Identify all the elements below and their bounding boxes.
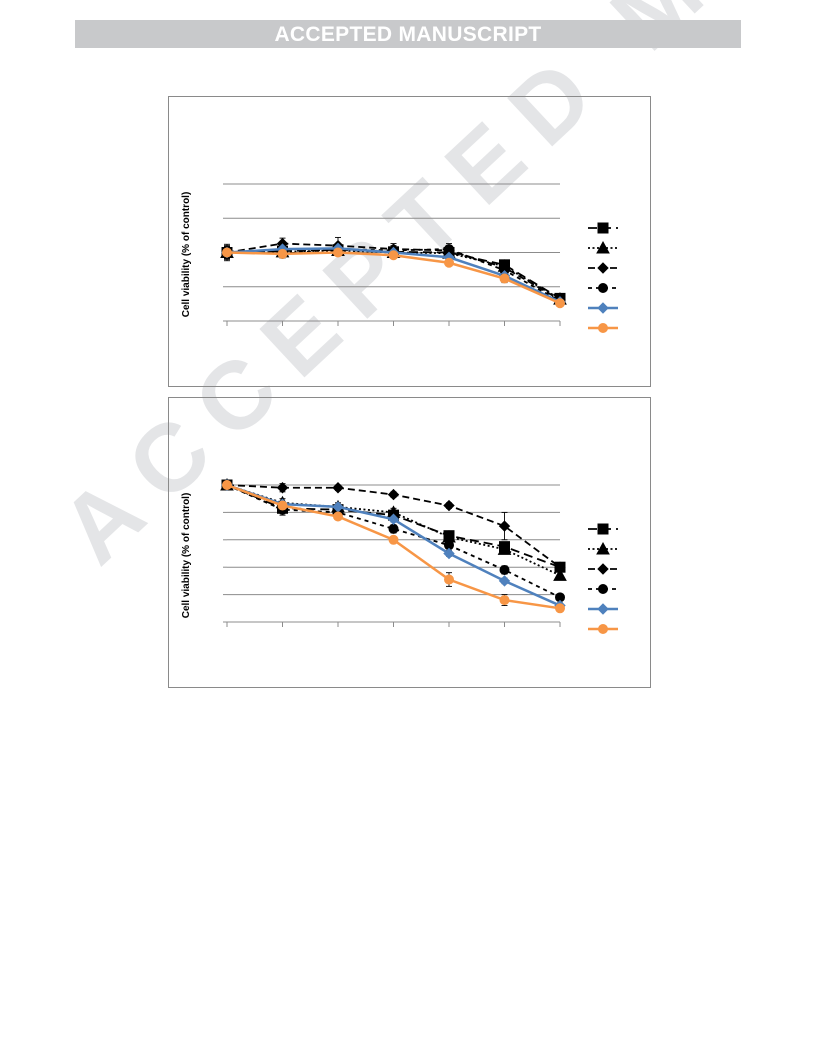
y-axis-label: Cell viability (% of control) [181, 493, 192, 619]
series-6-point [277, 500, 288, 511]
series-6-point [277, 248, 288, 259]
series-5-point [498, 575, 511, 587]
series-4-point [388, 523, 399, 534]
legend-marker-5 [597, 603, 609, 615]
series-3-point [443, 499, 455, 512]
series-6-point [444, 257, 454, 268]
series-6-point [555, 298, 565, 309]
series-6-point [388, 250, 399, 261]
cell-viability-chart-2: Cell viability (% of control) [181, 477, 618, 634]
legend-marker-1 [597, 222, 609, 234]
series-4-point [499, 564, 510, 575]
legend-marker-5 [597, 302, 609, 314]
chart-panel-1: Cell viability (% of control) [168, 96, 651, 387]
series-6-point [388, 534, 399, 545]
legend-marker-1 [597, 523, 609, 535]
series-6-line [226, 483, 561, 610]
legend-marker-4 [598, 283, 608, 293]
series-6-point [222, 480, 232, 490]
chart-panel-2: Cell viability (% of control) [168, 397, 651, 688]
series-6-point [499, 595, 510, 606]
series-2-point [553, 568, 567, 581]
series-3-point [332, 482, 344, 494]
series-6-point [499, 273, 510, 284]
legend-marker-6 [598, 624, 608, 634]
legend-marker-3 [597, 262, 609, 274]
legend-marker-2 [596, 240, 610, 254]
series-6-point [333, 511, 343, 522]
series-3-point [276, 482, 289, 494]
series-3-point [387, 488, 400, 501]
series-5-point [443, 547, 455, 560]
series-6-point [444, 574, 454, 585]
series-5-point [387, 513, 400, 525]
series-6-point [333, 247, 343, 258]
series-3-point [554, 561, 566, 573]
series-6-point [555, 603, 565, 614]
accepted-manuscript-banner: ACCEPTED MANUSCRIPT [75, 20, 741, 48]
legend-marker-3 [597, 563, 609, 575]
legend-marker-2 [596, 541, 610, 555]
cell-viability-chart-1: Cell viability (% of control) [181, 183, 618, 333]
legend-marker-4 [598, 584, 608, 594]
y-axis-label: Cell viability (% of control) [181, 192, 192, 318]
series-3-point [498, 520, 511, 532]
series-2-point [497, 542, 512, 555]
series-6-point [222, 247, 232, 258]
legend-marker-6 [598, 323, 608, 333]
